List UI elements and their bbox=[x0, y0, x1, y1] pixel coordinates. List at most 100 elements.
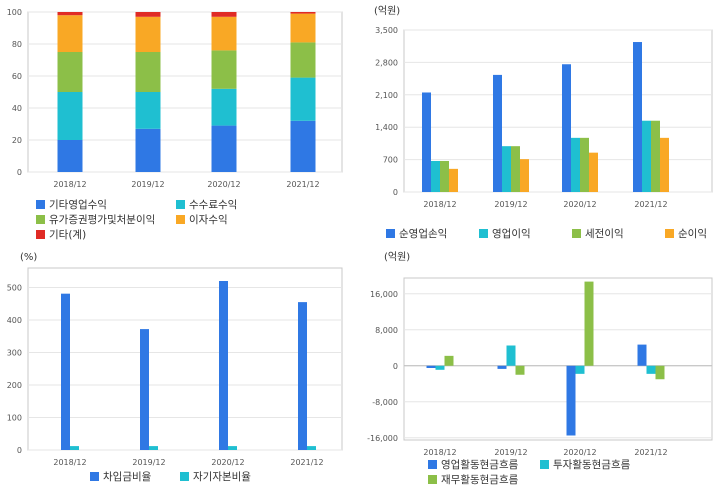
bar bbox=[646, 365, 656, 374]
y-tick-label: 0 bbox=[393, 188, 398, 197]
bar bbox=[511, 146, 520, 192]
bar bbox=[290, 77, 316, 121]
x-tick-label: 2019/12 bbox=[494, 448, 527, 457]
legend-entry: 세전이익 bbox=[585, 228, 624, 240]
plot-area bbox=[403, 277, 713, 441]
bar bbox=[290, 120, 316, 172]
x-tick-label: 2021/12 bbox=[290, 458, 323, 467]
y-tick-label: 20 bbox=[12, 136, 22, 145]
bar bbox=[575, 365, 585, 374]
bar bbox=[219, 281, 228, 450]
y-tick-label: 300 bbox=[7, 349, 22, 358]
y-tick-label: 16,000 bbox=[370, 290, 398, 299]
bar bbox=[290, 13, 316, 43]
y-tick-label: 1,400 bbox=[375, 123, 398, 132]
chart-operating-income: (억원) 0 700 1,400 2,100 2,800 3,500 2018/12 2019/… bbox=[374, 5, 713, 240]
bar bbox=[422, 92, 431, 192]
x-tick-label: 2019/12 bbox=[132, 458, 165, 467]
legend-swatch bbox=[36, 230, 45, 239]
legend-swatch bbox=[665, 229, 674, 238]
y-tick-label: 400 bbox=[7, 316, 22, 325]
bar bbox=[149, 446, 158, 450]
y-tick-label: 0 bbox=[17, 168, 22, 177]
y-tick-label: 100 bbox=[7, 414, 22, 423]
bar bbox=[566, 365, 576, 436]
bar bbox=[651, 120, 660, 192]
legend-swatch bbox=[572, 229, 581, 238]
legend-swatch bbox=[36, 215, 45, 224]
y-tick-label: 60 bbox=[12, 72, 22, 81]
chart-cash-flow: (억원) -16,000 -8,000 0 8,000 16,000 2018/12 2019… bbox=[367, 251, 713, 486]
legend-entry: 영업활동현금흐름 bbox=[441, 458, 519, 471]
chart-revenue-composition: 0 20 40 60 80 100 2018/12 2019/12 2020/12 2021/12… bbox=[7, 8, 343, 241]
y-tick-label: 500 bbox=[7, 284, 22, 293]
x-tick-label: 2021/12 bbox=[634, 200, 667, 209]
bar bbox=[140, 329, 149, 450]
y-tick-label: 100 bbox=[7, 8, 22, 17]
bar bbox=[584, 281, 594, 366]
x-tick-label: 2020/12 bbox=[563, 200, 596, 209]
y-tick-label: 3,500 bbox=[375, 26, 398, 35]
y-tick-label: 8,000 bbox=[375, 326, 398, 335]
bar bbox=[290, 12, 316, 14]
y-tick-label: 200 bbox=[7, 381, 22, 390]
x-tick-label: 2019/12 bbox=[494, 200, 527, 209]
x-tick-label: 2018/12 bbox=[423, 200, 456, 209]
legend-entry: 기타(계) bbox=[49, 229, 86, 241]
bar bbox=[637, 344, 647, 366]
unit-label: (억원) bbox=[384, 251, 410, 263]
bar bbox=[655, 365, 665, 380]
y-tick-label: 2,100 bbox=[375, 91, 398, 100]
bar bbox=[135, 16, 161, 52]
x-tick-label: 2020/12 bbox=[563, 448, 596, 457]
bar bbox=[70, 446, 79, 450]
x-tick-label: 2020/12 bbox=[211, 458, 244, 467]
legend-swatch bbox=[540, 460, 549, 469]
bar bbox=[57, 12, 83, 16]
bar bbox=[520, 159, 529, 192]
bar bbox=[444, 355, 454, 366]
x-tick-label: 2021/12 bbox=[634, 448, 667, 457]
y-tick-label: 0 bbox=[393, 362, 398, 371]
y-tick-label: 40 bbox=[12, 104, 22, 113]
bar bbox=[642, 120, 651, 192]
legend-swatch bbox=[176, 200, 185, 209]
bar bbox=[135, 92, 161, 129]
legend-entry: 이자수익 bbox=[189, 214, 228, 226]
bar bbox=[211, 88, 237, 126]
y-tick-label: 700 bbox=[383, 156, 398, 165]
bar bbox=[228, 446, 237, 450]
bar bbox=[61, 293, 70, 450]
x-tick-label: 2018/12 bbox=[423, 448, 456, 457]
legend-entry: 투자활동현금흐름 bbox=[553, 458, 631, 471]
legend-entry: 순이익 bbox=[678, 228, 707, 240]
legend-swatch bbox=[36, 200, 45, 209]
bar bbox=[135, 128, 161, 172]
x-tick-label: 2019/12 bbox=[131, 180, 164, 189]
legend-entry: 재무활동현금흐름 bbox=[441, 473, 519, 486]
bar bbox=[290, 42, 316, 78]
plot-area bbox=[27, 267, 343, 451]
bar bbox=[449, 168, 458, 192]
bar bbox=[633, 42, 642, 192]
bar bbox=[57, 15, 83, 52]
bar bbox=[440, 160, 449, 192]
x-tick-label: 2018/12 bbox=[53, 180, 86, 189]
legend-entry: 유가증권평가및처분이익 bbox=[49, 214, 155, 226]
legend-swatch bbox=[428, 460, 437, 469]
y-tick-label: 80 bbox=[12, 40, 22, 49]
bar bbox=[580, 137, 589, 192]
unit-label: (억원) bbox=[374, 5, 400, 17]
y-tick-label: 2,800 bbox=[375, 58, 398, 67]
bar bbox=[589, 152, 598, 192]
bar bbox=[57, 92, 83, 140]
legend-swatch bbox=[176, 215, 185, 224]
bar bbox=[57, 140, 83, 172]
bar bbox=[571, 137, 580, 192]
legend-swatch bbox=[479, 229, 488, 238]
y-tick-label: 0 bbox=[17, 446, 22, 455]
bar bbox=[515, 365, 525, 375]
legend-entry: 수수료수익 bbox=[189, 199, 237, 211]
bar bbox=[211, 50, 237, 89]
legend-entry: 기타영업수익 bbox=[49, 198, 107, 211]
